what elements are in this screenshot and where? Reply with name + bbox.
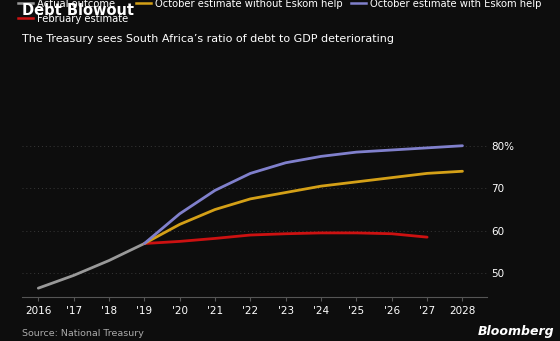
Text: Bloomberg: Bloomberg [478, 325, 554, 338]
Text: The Treasury sees South Africa’s ratio of debt to GDP deteriorating: The Treasury sees South Africa’s ratio o… [22, 34, 394, 44]
Text: Source: National Treasury: Source: National Treasury [22, 329, 144, 338]
Legend: Actual outcome, February estimate, October estimate without Eskom help, October : Actual outcome, February estimate, Octob… [18, 0, 541, 24]
Text: Debt Blowout: Debt Blowout [22, 3, 134, 18]
